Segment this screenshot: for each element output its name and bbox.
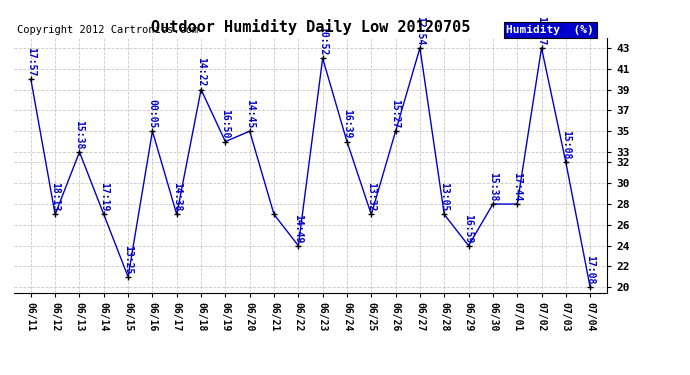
Text: 10:52: 10:52 — [317, 26, 328, 56]
Text: 14:22: 14:22 — [196, 57, 206, 87]
Text: 16:50: 16:50 — [220, 110, 230, 139]
Text: 14:45: 14:45 — [245, 99, 255, 128]
Text: 18:13: 18:13 — [50, 182, 60, 212]
Text: 15:38: 15:38 — [75, 120, 84, 149]
Text: 16:39: 16:39 — [342, 110, 352, 139]
Text: 16:59: 16:59 — [464, 213, 473, 243]
Title: Outdoor Humidity Daily Low 20120705: Outdoor Humidity Daily Low 20120705 — [151, 19, 470, 35]
Text: 12:17: 12:17 — [537, 16, 546, 45]
Text: 17:08: 17:08 — [585, 255, 595, 285]
Text: 17:44: 17:44 — [512, 172, 522, 201]
Text: 17:57: 17:57 — [26, 47, 36, 76]
Text: 14:49: 14:49 — [293, 213, 304, 243]
Text: Humidity  (%): Humidity (%) — [506, 25, 594, 35]
Text: 17:19: 17:19 — [99, 182, 109, 212]
Text: 00:05: 00:05 — [148, 99, 157, 128]
Text: 13:05: 13:05 — [440, 182, 449, 212]
Text: Copyright 2012 Cartronics.com: Copyright 2012 Cartronics.com — [17, 25, 198, 35]
Text: 12:54: 12:54 — [415, 16, 425, 45]
Text: 15:27: 15:27 — [391, 99, 401, 128]
Text: 13:25: 13:25 — [123, 245, 133, 274]
Text: 14:38: 14:38 — [172, 182, 181, 212]
Text: 15:08: 15:08 — [561, 130, 571, 160]
Text: 13:32: 13:32 — [366, 182, 376, 212]
Text: 15:38: 15:38 — [488, 172, 498, 201]
